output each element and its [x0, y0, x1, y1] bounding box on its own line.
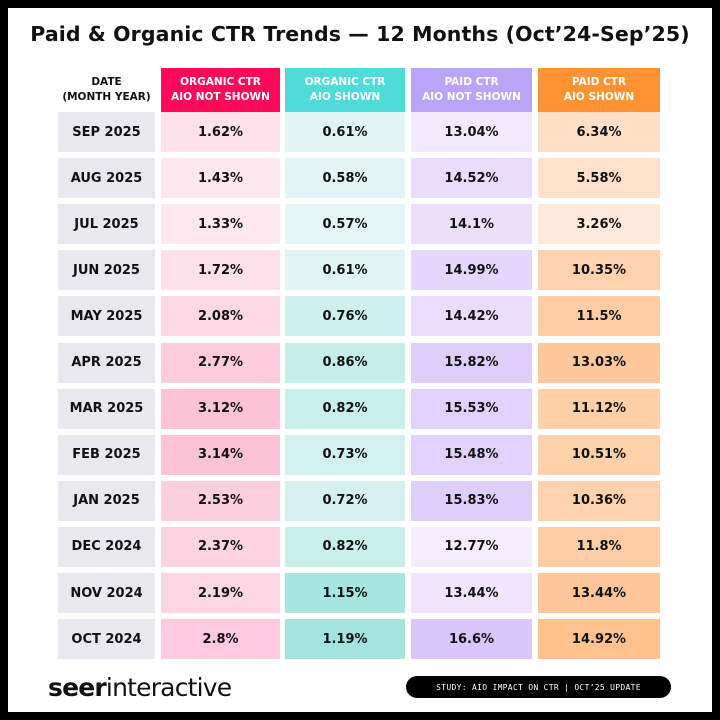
ctr-value-cell: 0.72%: [285, 480, 405, 521]
header-line2: AIO NOT SHOWN: [171, 91, 270, 103]
ctr-value-cell: 15.82%: [411, 342, 532, 383]
ctr-value-cell: 1.72%: [161, 250, 280, 291]
ctr-value-cell: 13.44%: [411, 573, 532, 613]
column-header: PAID CTR AIO NOT SHOWN: [411, 68, 532, 112]
date-cell: MAR 2025: [58, 388, 155, 429]
date-cell: MAY 2025: [58, 296, 155, 337]
ctr-value-cell: 1.62%: [161, 112, 280, 152]
column-header: ORGANIC CTR AIO NOT SHOWN: [161, 68, 280, 112]
ctr-value-cell: 14.1%: [411, 204, 532, 245]
ctr-value-cell: 14.99%: [411, 250, 532, 291]
page-title: Paid & Organic CTR Trends — 12 Months (O…: [30, 22, 690, 46]
ctr-value-cell: 1.19%: [285, 619, 405, 660]
ctr-value-cell: 2.08%: [161, 296, 280, 337]
date-cell: SEP 2025: [58, 112, 155, 152]
column-header: DATE (MONTH YEAR): [58, 68, 155, 112]
header-line2: AIO SHOWN: [309, 91, 381, 103]
header-line1: ORGANIC CTR: [180, 76, 261, 88]
ctr-value-cell: 13.03%: [538, 342, 660, 383]
ctr-value-cell: 14.52%: [411, 158, 532, 199]
study-badge: STUDY: AIO IMPACT ON CTR | OCT’25 UPDATE: [406, 676, 671, 698]
seer-interactive-logo: seerinteractive: [48, 673, 232, 702]
ctr-value-cell: 11.8%: [538, 526, 660, 567]
ctr-value-cell: 5.58%: [538, 158, 660, 199]
column-header: ORGANIC CTR AIO SHOWN: [285, 68, 405, 112]
ctr-value-cell: 3.12%: [161, 388, 280, 429]
ctr-value-cell: 0.76%: [285, 296, 405, 337]
ctr-value-cell: 2.77%: [161, 342, 280, 383]
ctr-value-cell: 11.12%: [538, 388, 660, 429]
ctr-value-cell: 10.35%: [538, 250, 660, 291]
ctr-value-cell: 3.26%: [538, 204, 660, 245]
ctr-value-cell: 0.82%: [285, 388, 405, 429]
ctr-value-cell: 12.77%: [411, 526, 532, 567]
ctr-value-cell: 6.34%: [538, 112, 660, 152]
date-cell: OCT 2024: [58, 619, 155, 660]
ctr-value-cell: 10.36%: [538, 480, 660, 521]
ctr-value-cell: 15.48%: [411, 434, 532, 475]
date-cell: APR 2025: [58, 342, 155, 383]
header-line1: ORGANIC CTR: [304, 76, 386, 88]
header-line1: PAID CTR: [444, 76, 499, 88]
ctr-value-cell: 2.8%: [161, 619, 280, 660]
ctr-value-cell: 14.92%: [538, 619, 660, 660]
ctr-value-cell: 1.33%: [161, 204, 280, 245]
ctr-value-cell: 0.61%: [285, 112, 405, 152]
ctr-value-cell: 1.43%: [161, 158, 280, 199]
ctr-value-cell: 2.37%: [161, 526, 280, 567]
logo-bold: seer: [48, 673, 107, 702]
header-line1: DATE: [91, 76, 122, 88]
header-line2: (MONTH YEAR): [62, 91, 151, 103]
header-line2: AIO NOT SHOWN: [422, 91, 521, 103]
column-header: PAID CTR AIO SHOWN: [538, 68, 660, 112]
ctr-value-cell: 1.15%: [285, 573, 405, 613]
ctr-value-cell: 16.6%: [411, 619, 532, 660]
header-line2: AIO SHOWN: [563, 91, 635, 103]
ctr-value-cell: 13.44%: [538, 573, 660, 613]
date-cell: DEC 2024: [58, 526, 155, 567]
date-cell: NOV 2024: [58, 573, 155, 613]
ctr-value-cell: 11.5%: [538, 296, 660, 337]
date-cell: FEB 2025: [58, 434, 155, 475]
ctr-value-cell: 15.83%: [411, 480, 532, 521]
ctr-value-cell: 0.86%: [285, 342, 405, 383]
ctr-value-cell: 10.51%: [538, 434, 660, 475]
ctr-value-cell: 15.53%: [411, 388, 532, 429]
ctr-value-cell: 14.42%: [411, 296, 532, 337]
ctr-value-cell: 0.61%: [285, 250, 405, 291]
date-cell: JAN 2025: [58, 480, 155, 521]
header-line1: PAID CTR: [571, 76, 627, 88]
ctr-value-cell: 0.73%: [285, 434, 405, 475]
date-cell: JUL 2025: [58, 204, 155, 245]
logo-regular: interactive: [105, 673, 232, 702]
ctr-value-cell: 2.53%: [161, 480, 280, 521]
ctr-value-cell: 3.14%: [161, 434, 280, 475]
date-cell: AUG 2025: [58, 158, 155, 199]
ctr-value-cell: 0.82%: [285, 526, 405, 567]
date-cell: JUN 2025: [58, 250, 155, 291]
ctr-value-cell: 0.58%: [285, 158, 405, 199]
ctr-value-cell: 2.19%: [161, 573, 280, 613]
ctr-value-cell: 0.57%: [285, 204, 405, 245]
ctr-value-cell: 13.04%: [411, 112, 532, 152]
